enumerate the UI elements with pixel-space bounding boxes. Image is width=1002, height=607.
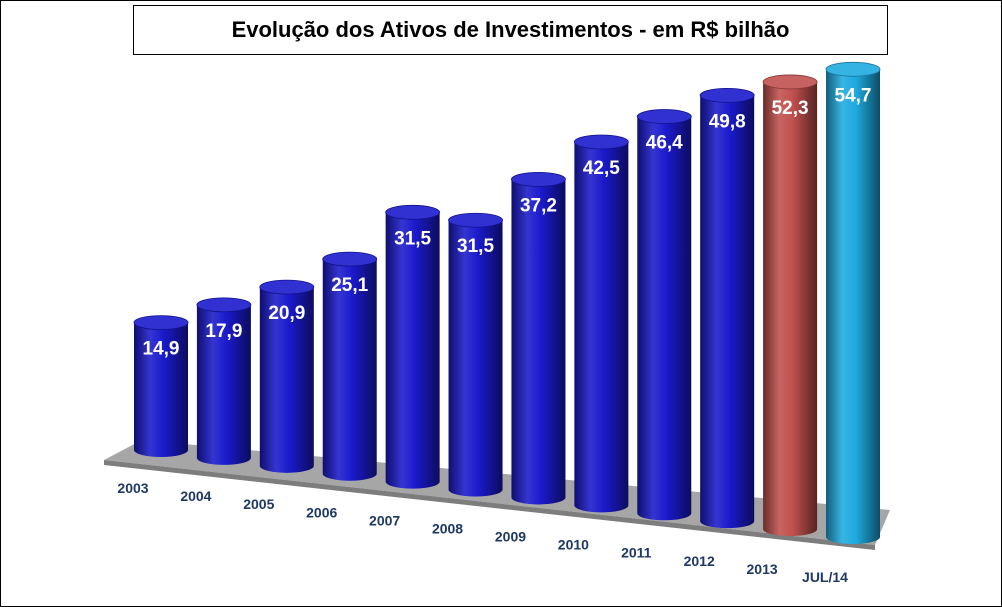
bar-body [574, 141, 629, 513]
bar-body [826, 69, 880, 544]
bar-top-cap [196, 297, 252, 313]
category-label: 2009 [495, 529, 526, 545]
bar-top-cap [699, 87, 755, 103]
bar-2012: 49,8 [699, 87, 755, 529]
category-label: 2012 [684, 553, 715, 569]
bar-value-label: 20,9 [268, 303, 305, 324]
bar-2013: 52,3 [762, 74, 818, 537]
bar-value-label: 31,5 [457, 236, 494, 257]
bar-body [322, 259, 377, 481]
chart-title-box: Evolução dos Ativos de Investimentos - e… [133, 5, 888, 55]
bar-value-label: 14,9 [143, 339, 180, 360]
bar-top-cap [448, 212, 503, 228]
category-label: 2004 [180, 488, 211, 504]
category-label: 2010 [558, 537, 589, 553]
bar-value-label: 52,3 [772, 98, 809, 119]
category-label: 2008 [432, 520, 463, 536]
bar-value-label: 46,4 [646, 133, 683, 154]
bar-body [196, 304, 251, 465]
bar-top-cap [259, 279, 315, 295]
bar-2003: 14,9 [133, 315, 189, 457]
bar-body [259, 287, 314, 473]
bar-value-label: 42,5 [583, 158, 620, 179]
bar-body [637, 116, 692, 521]
bar-value-label: 49,8 [709, 111, 746, 132]
bar-value-label: 54,7 [835, 85, 872, 106]
bar-top-cap [762, 74, 818, 90]
bar-2009: 37,2 [511, 171, 566, 505]
bar-body [134, 322, 188, 457]
category-label: 2003 [117, 480, 148, 496]
category-label: 2013 [747, 561, 778, 577]
bar-top-cap [322, 251, 378, 267]
bar-top-cap [511, 171, 566, 187]
bar-body [700, 95, 755, 529]
category-label: JUL/14 [802, 569, 848, 585]
bar-top-cap [385, 204, 441, 220]
bar-top-cap [636, 109, 692, 124]
category-label: 2011 [621, 545, 652, 561]
chart-floor-edge [104, 460, 875, 550]
bar-2006: 25,1 [322, 251, 378, 481]
bar-body [763, 81, 818, 537]
chart-title: Evolução dos Ativos de Investimentos - e… [231, 17, 790, 42]
bar-2011: 46,4 [636, 109, 692, 521]
bar-body [448, 220, 503, 497]
bar-2008: 31,5 [448, 212, 503, 497]
bar-2010: 42,5 [573, 134, 629, 513]
bar-value-label: 37,2 [520, 195, 557, 216]
bar-top-cap [133, 315, 189, 331]
bar-value-label: 17,9 [205, 321, 242, 342]
bar-jul-14: 54,7 [825, 61, 881, 544]
bar-body [511, 179, 566, 505]
bar-2005: 20,9 [259, 279, 315, 473]
bar-top-cap [825, 61, 881, 77]
category-label: 2005 [243, 496, 274, 512]
bar-value-label: 31,5 [394, 228, 431, 249]
category-label: 2006 [306, 504, 337, 520]
category-label: 2007 [369, 512, 400, 528]
bar-value-label: 25,1 [331, 275, 368, 296]
bar-body [385, 212, 440, 489]
bar-2004: 17,9 [196, 297, 252, 465]
bar-2007: 31,5 [385, 204, 441, 489]
bar-top-cap [573, 134, 629, 150]
